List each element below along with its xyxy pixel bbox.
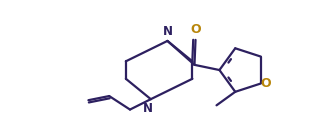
Text: N: N [163,25,173,38]
Text: O: O [190,23,201,36]
Text: N: N [143,102,153,115]
Text: O: O [261,77,271,90]
